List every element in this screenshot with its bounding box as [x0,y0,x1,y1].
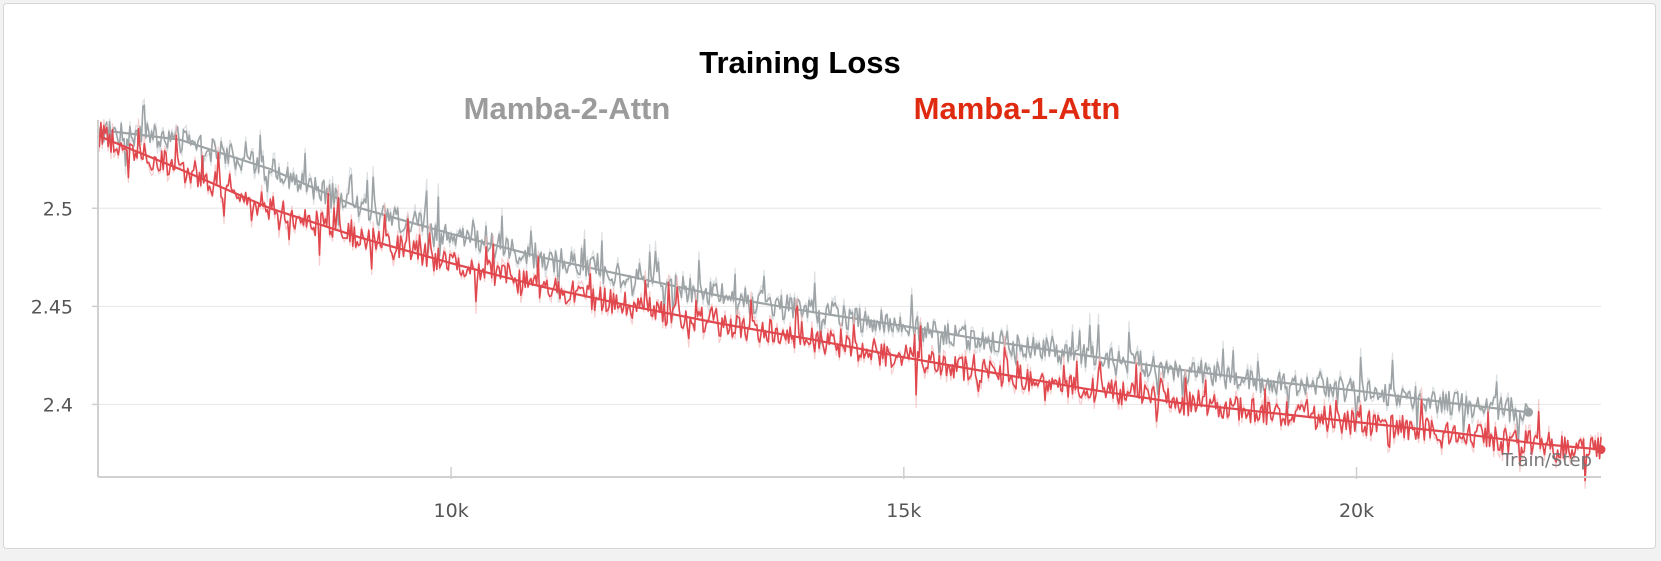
x-tick-label: 10k [434,500,469,522]
x-axis-label: Train/Step [1501,450,1592,471]
series-endpoint-1 [1596,445,1606,455]
series-smooth-0 [97,128,1529,414]
series-line-1 [97,121,1602,482]
x-tick-label: 20k [1339,500,1374,522]
y-tick-label: 2.4 [43,394,73,416]
chart-panel [3,3,1656,549]
axes: 2.4 2.45 2.5 10k 15k 20k [31,120,1601,522]
legend-item-mamba-2-attn[interactable]: Mamba-2-Attn [464,91,671,126]
series-smooth-1 [97,134,1602,451]
series-endpoint-0 [1524,407,1534,417]
x-tick-label: 15k [886,500,921,522]
grid-lines [98,207,1601,405]
series-band-1 [97,118,1602,489]
series-line-0 [97,104,1530,442]
y-tick-label: 2.5 [43,198,73,220]
series-band-0 [97,97,1530,453]
chart-title: Training Loss [699,45,901,80]
y-tick-label: 2.45 [31,296,73,318]
series-lines [97,97,1606,489]
legend-item-mamba-1-attn[interactable]: Mamba-1-Attn [914,91,1121,126]
